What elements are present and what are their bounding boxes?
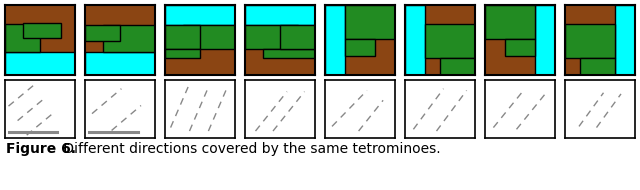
Bar <box>280 25 315 49</box>
Bar <box>580 58 616 75</box>
Bar <box>182 25 235 49</box>
Bar <box>485 5 536 39</box>
Bar <box>5 24 40 52</box>
Bar <box>245 25 298 49</box>
Bar <box>165 5 235 25</box>
Text: Different directions covered by the same tetrominoes.: Different directions covered by the same… <box>59 142 440 156</box>
Bar <box>616 5 635 75</box>
Bar <box>565 24 616 58</box>
Bar <box>85 25 120 41</box>
Bar <box>344 5 395 39</box>
Text: Figure 6.: Figure 6. <box>6 142 76 156</box>
Bar <box>102 25 155 52</box>
Bar <box>325 5 344 75</box>
Bar <box>536 5 555 75</box>
Bar <box>165 25 200 49</box>
Bar <box>344 39 376 56</box>
Bar <box>504 39 536 56</box>
Bar <box>85 52 155 75</box>
Bar <box>424 24 475 58</box>
Bar <box>22 22 61 38</box>
Bar <box>405 5 424 75</box>
Bar <box>245 5 315 25</box>
Bar <box>165 49 200 58</box>
Bar <box>440 58 475 75</box>
Bar <box>262 49 315 58</box>
Bar <box>5 52 75 75</box>
